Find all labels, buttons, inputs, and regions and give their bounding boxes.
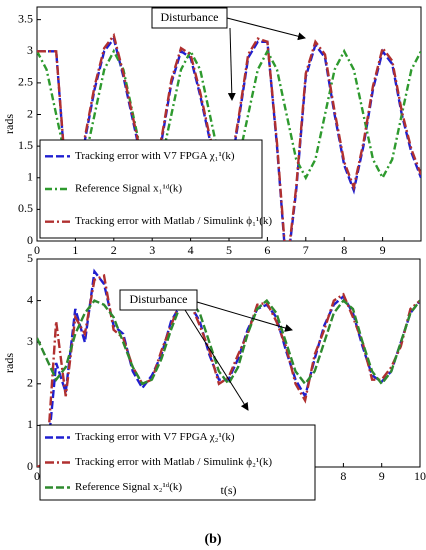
legend-label: Tracking error with V7 FPGA χ₂¹(k) [75, 431, 235, 443]
legend-label: Tracking error with V7 FPGA χ₁¹(k) [75, 150, 235, 162]
x-tick-label: 8 [341, 243, 347, 257]
x-tick-label: 10 [414, 469, 426, 483]
x-tick-label: 1 [72, 243, 78, 257]
annotation-arrow [226, 17, 306, 41]
y-tick-label: 3 [27, 334, 33, 348]
y-tick-label: 2.5 [18, 75, 33, 89]
annotation: Disturbance [161, 10, 219, 24]
legend [39, 424, 316, 501]
legend-label: Tracking error with Matlab / Simulink ϕ₂… [75, 456, 272, 468]
y-tick-label: 0 [27, 233, 33, 247]
annotation-arrow [196, 301, 293, 332]
annotation: Disturbance [130, 292, 188, 306]
series-line [37, 273, 420, 467]
annotation-box [119, 289, 198, 311]
y-tick-label: 3.5 [18, 11, 33, 25]
x-tick-label: 0 [34, 243, 40, 257]
y-tick-label: 0 [27, 459, 33, 473]
x-tick-label: 4 [188, 243, 194, 257]
series-line [37, 298, 420, 386]
y-tick-label: 2 [27, 106, 33, 120]
legend-label: Tracking error with Matlab / Simulink ϕ₁… [75, 215, 272, 227]
y-tick-label: 1 [27, 417, 33, 431]
y-tick-label: 5 [27, 251, 33, 265]
legend-label: Reference Signal x₁¹ᵈ(k) [75, 183, 182, 195]
x-tick-label: 6 [264, 243, 270, 257]
x-tick-label: 5 [226, 243, 232, 257]
y-axis-label: rads [2, 353, 16, 373]
x-tick-label: 2 [111, 243, 117, 257]
x-axis-label: t(s) [221, 483, 237, 497]
y-axis-label: rads [2, 114, 16, 134]
y-tick-label: 0.5 [18, 201, 33, 215]
legend [39, 139, 263, 239]
y-tick-label: 1 [27, 170, 33, 184]
x-tick-label: 0 [34, 469, 40, 483]
y-tick-label: 1.5 [18, 138, 33, 152]
x-tick-label: 8 [340, 469, 346, 483]
x-tick-label: 7 [303, 243, 309, 257]
x-tick-label: 3 [149, 243, 155, 257]
caption: (b) [204, 532, 221, 547]
y-tick-label: 3 [27, 43, 33, 57]
y-tick-label: 4 [27, 292, 33, 306]
x-tick-label: 9 [380, 243, 386, 257]
y-tick-label: 2 [27, 376, 33, 390]
annotation-arrow [227, 27, 236, 101]
annotation-arrow [184, 309, 249, 411]
x-tick-label: 9 [379, 469, 385, 483]
legend-label: Reference Signal x₂¹ᵈ(k) [75, 481, 182, 493]
